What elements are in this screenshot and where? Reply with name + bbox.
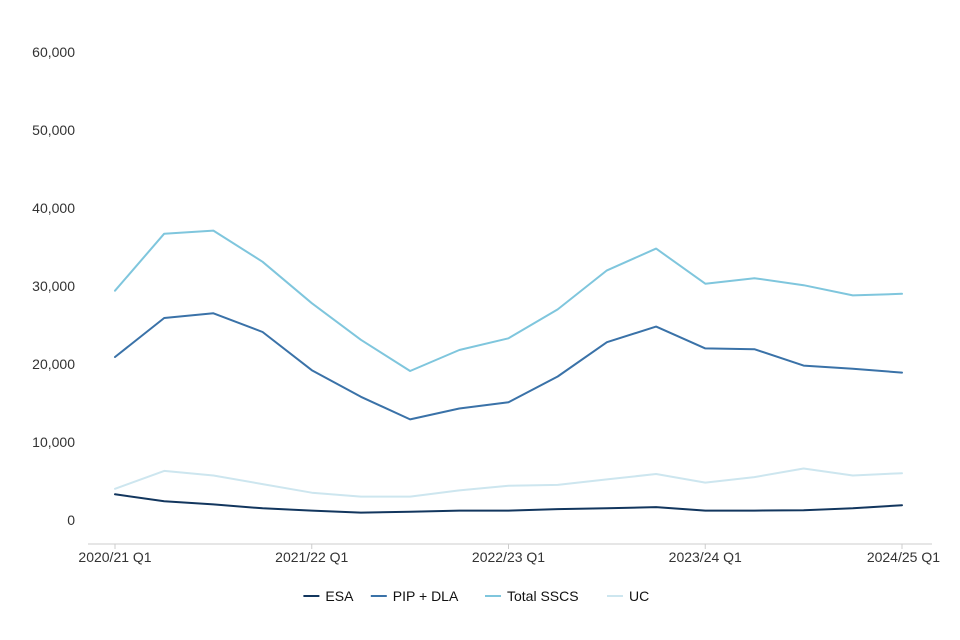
x-axis: 2020/21 Q1 2021/22 Q1 2022/23 Q1 2023/24 Q1…	[78, 543, 940, 565]
y-tick-label: 60,000	[32, 44, 75, 60]
series-line-uc	[114, 467, 903, 498]
y-tick-label: 30,000	[32, 278, 75, 294]
x-tick-label: 2023/24 Q1	[669, 549, 742, 565]
series-line-pip-dla	[114, 312, 903, 421]
legend-label: UC	[629, 588, 649, 604]
legend-item-total-sscs: Total SSCS	[485, 588, 579, 604]
y-tick-label: 40,000	[32, 200, 75, 216]
legend-label: Total SSCS	[507, 588, 579, 604]
x-tick-label: 2024/25 Q1	[867, 549, 940, 565]
legend-label: ESA	[325, 588, 354, 604]
series-line-total-sscs	[114, 229, 903, 372]
legend-item-uc: UC	[607, 588, 649, 604]
y-tick-label: 0	[67, 512, 75, 528]
y-tick-label: 20,000	[32, 356, 75, 372]
legend: ESA PIP + DLA Total SSCS UC	[303, 588, 649, 604]
y-axis: 0 10,000 20,000 30,000 40,000 50,000 60,000	[32, 44, 75, 528]
legend-item-pip-dla: PIP + DLA	[370, 588, 459, 604]
legend-label: PIP + DLA	[393, 588, 459, 604]
plot-area	[114, 229, 903, 514]
x-tick-label: 2022/23 Q1	[472, 549, 545, 565]
y-tick-label: 50,000	[32, 122, 75, 138]
y-tick-label: 10,000	[32, 434, 75, 450]
series-line-esa	[114, 493, 903, 514]
x-tick-label: 2021/22 Q1	[275, 549, 348, 565]
legend-item-esa: ESA	[303, 588, 354, 604]
x-tick-label: 2020/21 Q1	[78, 549, 151, 565]
